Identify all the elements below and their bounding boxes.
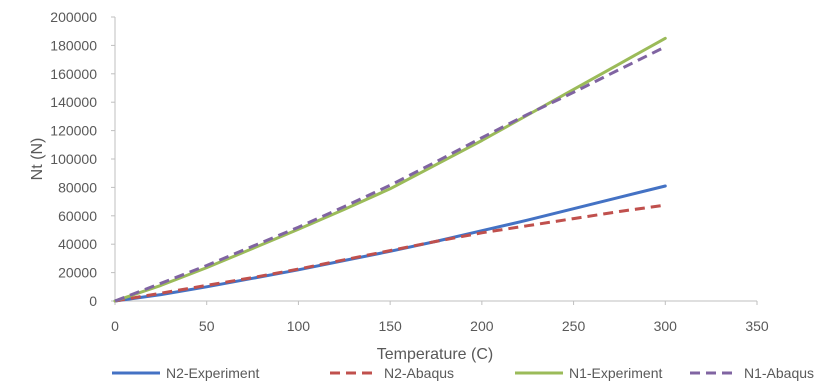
series-lines bbox=[113, 36, 667, 303]
legend-label: N2-Experiment bbox=[166, 365, 259, 381]
y-axis-title: Nt (N) bbox=[29, 138, 46, 181]
x-tick-label: 300 bbox=[654, 318, 678, 334]
x-tick-label: 150 bbox=[378, 318, 402, 334]
y-tick-label: 200000 bbox=[50, 9, 97, 25]
plot-area bbox=[114, 17, 757, 302]
series-line-n2-experiment bbox=[113, 184, 667, 303]
y-tick-label: 180000 bbox=[50, 37, 97, 53]
x-axis-ticks: 0 50 100 150 200 250 300 350 bbox=[111, 301, 769, 334]
legend-label: N1-Experiment bbox=[569, 365, 662, 381]
y-tick-label: 140000 bbox=[50, 94, 97, 110]
x-axis-title: Temperature (C) bbox=[377, 346, 493, 363]
y-tick-label: 0 bbox=[89, 293, 97, 309]
y-tick-label: 160000 bbox=[50, 66, 97, 82]
y-axis-ticks: 0 20000 40000 60000 80000 100000 120000 140000 1… bbox=[50, 9, 115, 309]
x-tick-label: 50 bbox=[199, 318, 215, 334]
x-tick-label: 200 bbox=[470, 318, 494, 334]
x-tick-label: 250 bbox=[562, 318, 586, 334]
series-line-n1-abaqus bbox=[114, 45, 666, 303]
y-tick-label: 80000 bbox=[58, 179, 97, 195]
series-line-n2-abaqus bbox=[114, 203, 666, 303]
legend-label: N1-Abaqus bbox=[744, 365, 814, 381]
x-tick-label: 100 bbox=[287, 318, 311, 334]
y-tick-label: 40000 bbox=[58, 236, 97, 252]
x-tick-label: 0 bbox=[111, 318, 119, 334]
y-tick-label: 100000 bbox=[50, 151, 97, 167]
y-tick-label: 120000 bbox=[50, 123, 97, 139]
y-tick-label: 60000 bbox=[58, 208, 97, 224]
y-tick-label: 20000 bbox=[58, 265, 97, 281]
legend: N2-Experiment N2-Abaqus N1-Experiment N1-Ab… bbox=[112, 365, 814, 381]
series-line-n1-experiment bbox=[113, 36, 667, 303]
x-tick-label: 350 bbox=[745, 318, 769, 334]
legend-label: N2-Abaqus bbox=[384, 365, 454, 381]
